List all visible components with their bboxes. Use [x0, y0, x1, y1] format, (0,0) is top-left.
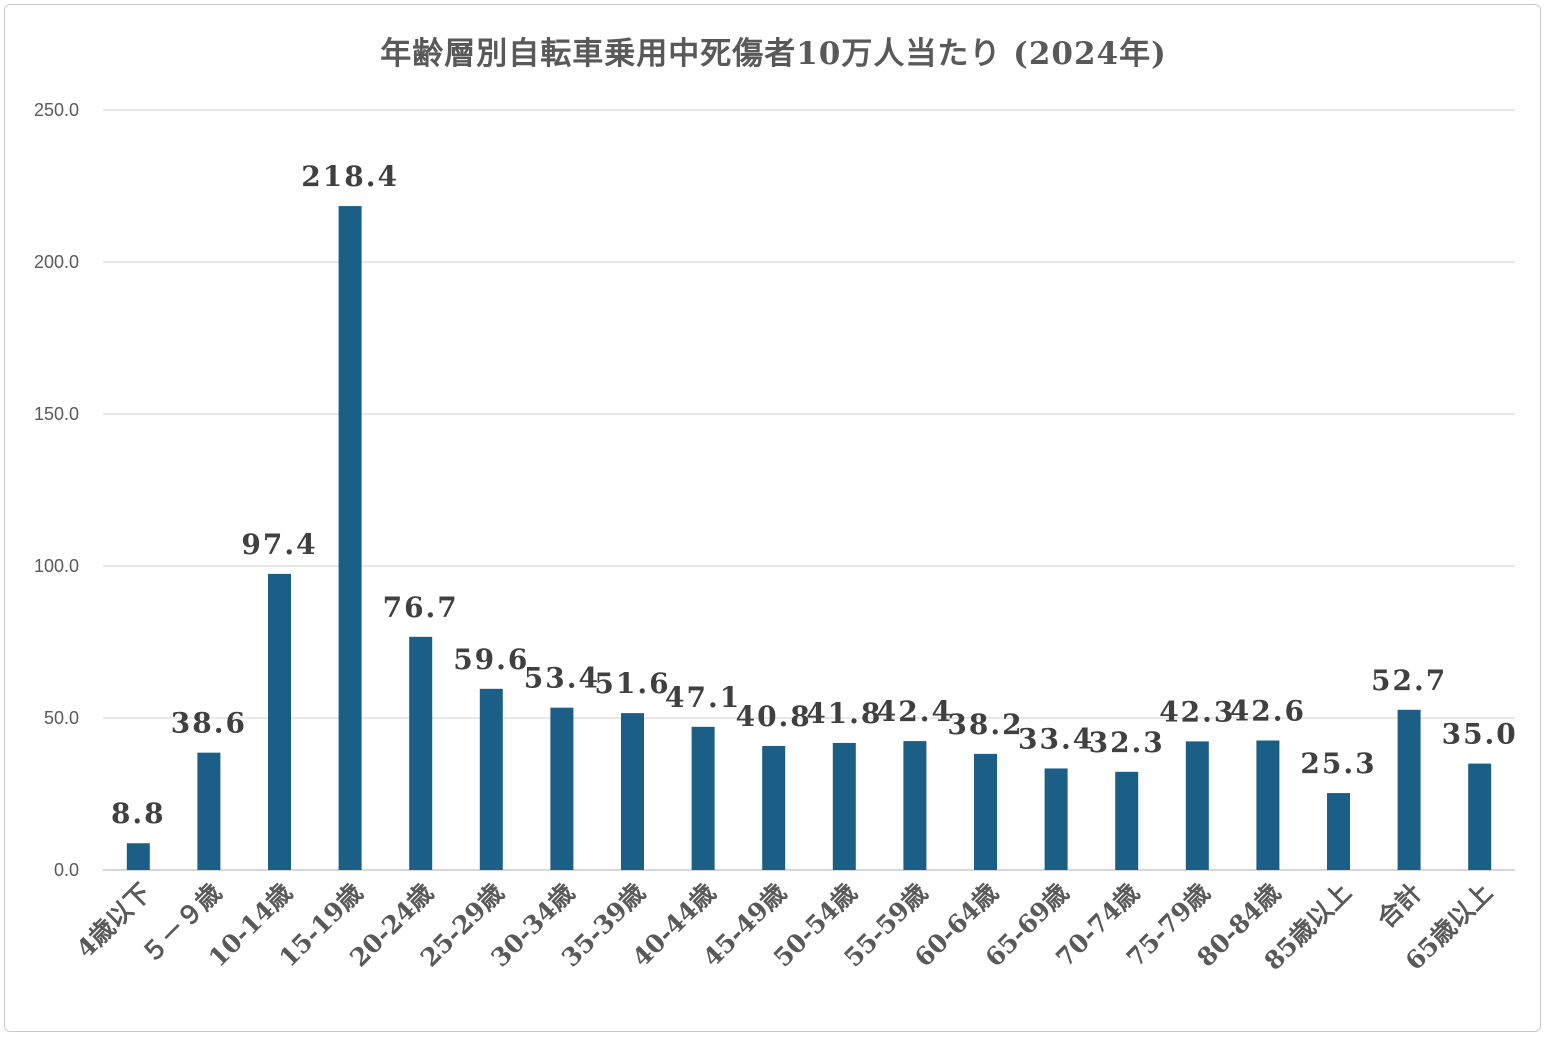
data-label: 38.6 [171, 707, 247, 740]
bar [338, 206, 362, 871]
bar [409, 636, 433, 870]
data-label: 41.8 [806, 697, 882, 730]
data-label: 42.6 [1230, 694, 1306, 727]
data-label: 53.4 [524, 662, 600, 695]
bar [1256, 740, 1280, 870]
bar [832, 742, 856, 870]
chart-title: 年齢層別自転車乗用中死傷者10万人当たり (2024年) [380, 36, 1167, 72]
bar [1468, 763, 1492, 870]
bar [479, 688, 503, 870]
data-label: 59.6 [453, 643, 529, 676]
y-tick-label: 200.0 [34, 252, 79, 272]
bar [691, 726, 715, 870]
data-label: 38.2 [947, 708, 1023, 741]
bar [1185, 741, 1209, 870]
bar [550, 707, 574, 870]
data-label: 51.6 [594, 667, 670, 700]
data-label: 42.4 [877, 695, 953, 728]
data-label: 32.3 [1089, 726, 1165, 759]
data-label: 8.8 [111, 797, 166, 830]
bar [1327, 793, 1350, 870]
data-label: 218.4 [301, 160, 399, 193]
data-label: 97.4 [241, 528, 317, 561]
bar [903, 741, 927, 870]
bar [1115, 771, 1139, 870]
x-tick-label: 合計 [1371, 878, 1427, 934]
bar [268, 573, 291, 870]
bar [621, 713, 644, 870]
bar [974, 753, 997, 870]
bar [1044, 768, 1068, 870]
bar [1397, 709, 1421, 870]
y-tick-label: 250.0 [34, 100, 79, 120]
data-label: 40.8 [736, 700, 812, 733]
y-tick-label: 50.0 [44, 708, 79, 728]
y-tick-label: 0.0 [54, 860, 79, 880]
y-tick-label: 150.0 [34, 404, 79, 424]
data-label: 35.0 [1442, 718, 1518, 751]
data-label: 76.7 [383, 591, 459, 624]
bar [197, 752, 221, 870]
data-label: 47.1 [665, 681, 741, 714]
bar [762, 745, 786, 870]
bar [126, 843, 150, 870]
data-label: 42.3 [1159, 695, 1235, 728]
data-label: 52.7 [1371, 664, 1447, 697]
y-tick-label: 100.0 [34, 556, 79, 576]
data-label: 25.3 [1300, 747, 1376, 780]
data-label: 33.4 [1018, 722, 1094, 755]
